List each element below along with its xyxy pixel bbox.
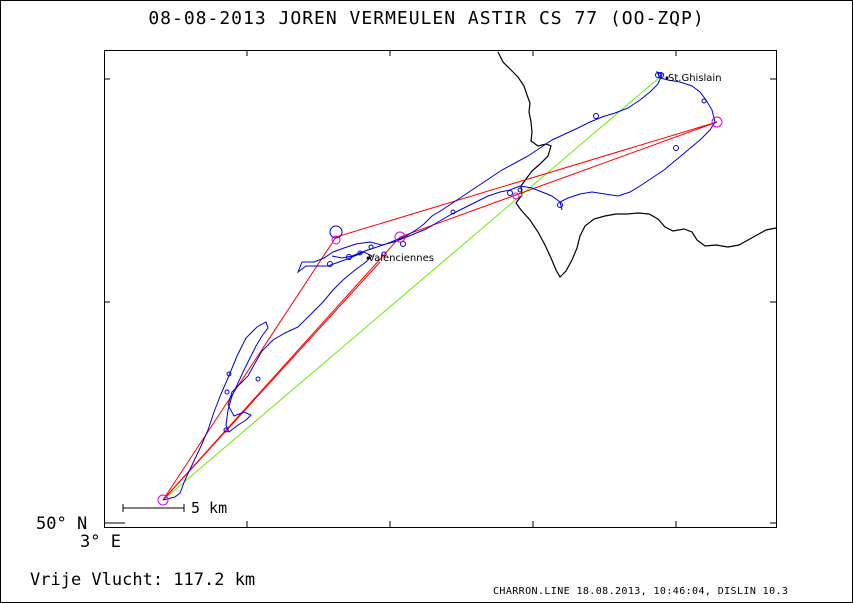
footer-credits: CHARRON.LINE 18.08.2013, 10:46:04, DISLI…: [493, 586, 789, 597]
place-label-st-ghislain: St.Ghislain: [668, 73, 722, 84]
turnpoint-valenciennes: [394, 231, 406, 243]
scale-bar: [122, 504, 185, 512]
axis-ticks: [104, 50, 776, 527]
turnpoint-mid: [512, 192, 520, 200]
longitude-label: 3° E: [80, 532, 121, 552]
turnpoint-valenciennes-west: [331, 235, 341, 245]
turnpoint-east: [711, 116, 723, 128]
place-label-valenciennes: Valenciennes: [368, 253, 434, 264]
latitude-label: 50° N: [36, 514, 88, 534]
task-leg-return: [162, 261, 381, 501]
map-title: 08-08-2013 JOREN VERMEULEN ASTIR CS 77 (…: [148, 8, 705, 29]
turnpoints: [157, 116, 723, 506]
turnpoint-start: [157, 494, 169, 506]
task-legs: [162, 121, 718, 501]
place-markers: [366, 76, 669, 260]
scale-bar-label: 5 km: [191, 499, 228, 517]
straight-distance-line: [162, 76, 661, 501]
flight-track: [162, 71, 716, 501]
map-frame: [104, 50, 777, 528]
track-markers: [223, 72, 707, 433]
distance-summary: Vrije Vlucht: 117.2 km: [30, 570, 256, 590]
national-border-line: [497, 51, 777, 278]
